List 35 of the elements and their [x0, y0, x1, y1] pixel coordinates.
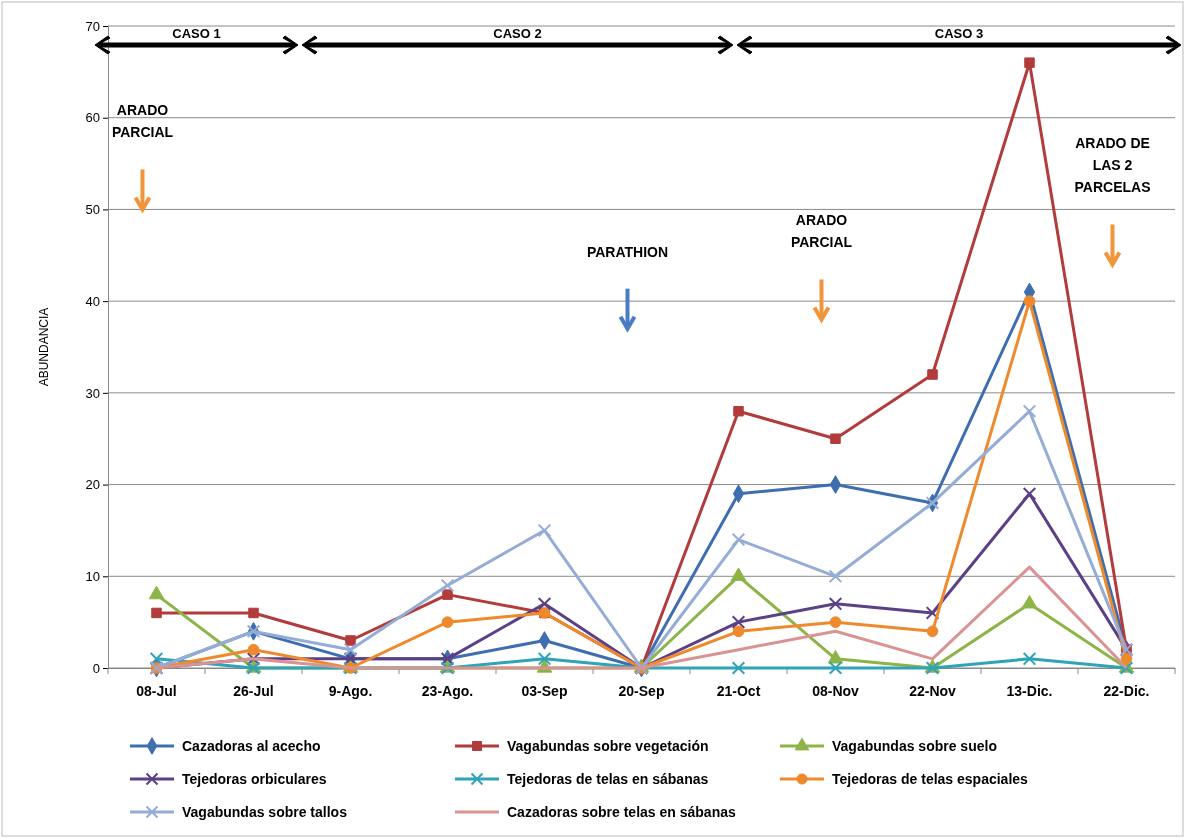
x-tick-label: 03-Sep — [521, 682, 568, 699]
legend-label: Tejedoras de telas en sábanas — [507, 771, 709, 787]
annotation: ARADO PARCIAL — [790, 212, 853, 251]
y-tick-label: 20 — [85, 477, 100, 493]
annotation: PARATHION — [586, 243, 669, 260]
y-tick-label: 60 — [85, 110, 100, 126]
y-tick-label: 0 — [92, 660, 100, 676]
x-tick-label: 20-Sep — [618, 682, 665, 699]
legend-label: Vagabundas sobre vegetación — [507, 738, 709, 754]
legend-label: Cazadoras sobre telas en sábanas — [507, 804, 736, 820]
annotation: ARADO PARCIAL — [111, 102, 174, 141]
annotation: ARADO DE LAS 2 PARCELAS — [1074, 135, 1151, 196]
y-tick-label: 70 — [85, 18, 100, 34]
y-tick-label: 50 — [85, 202, 100, 218]
x-tick-label: 08-Nov — [812, 682, 860, 699]
y-tick-label: 40 — [85, 293, 100, 309]
x-tick-label: 13-Dic. — [1006, 682, 1053, 699]
x-tick-label: 08-Jul — [136, 682, 177, 699]
legend-label: Tejedoras orbiculares — [182, 771, 327, 787]
x-tick-label: 22-Nov — [909, 682, 957, 699]
annotation: CASO 1 — [172, 26, 221, 41]
x-tick-label: 22-Dic. — [1103, 682, 1150, 699]
legend-label: Cazadoras al acecho — [182, 738, 321, 754]
annotation: CASO 3 — [934, 26, 984, 41]
y-tick-label: 30 — [85, 385, 100, 401]
y-axis-title: ABUNDANCIA — [37, 307, 51, 387]
legend-label: Tejedoras de telas espaciales — [832, 771, 1029, 787]
annotation: CASO 2 — [493, 26, 542, 41]
legend-label: Vagabundas sobre suelo — [832, 738, 997, 754]
x-tick-label: 9-Ago. — [328, 682, 373, 699]
y-tick-label: 10 — [85, 568, 100, 584]
legend-label: Vagabundas sobre tallos — [182, 804, 348, 820]
x-tick-label: 23-Ago. — [421, 682, 474, 699]
x-tick-label: 21-Oct — [716, 682, 761, 699]
x-tick-label: 26-Jul — [233, 682, 274, 699]
